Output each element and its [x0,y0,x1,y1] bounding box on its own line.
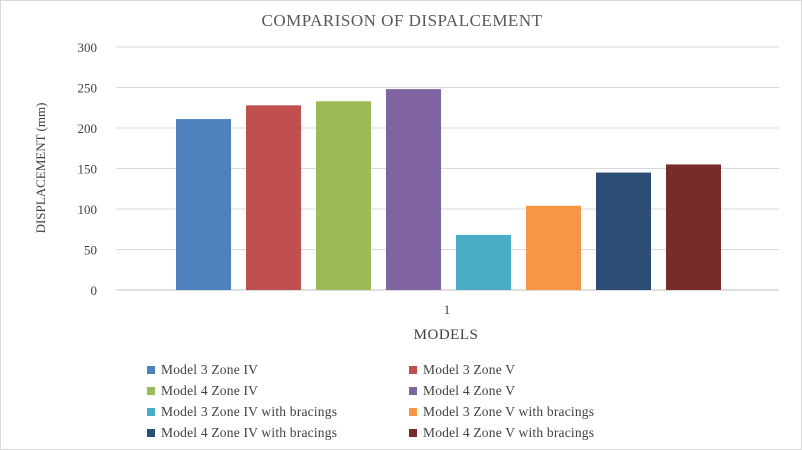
y-axis-label: DISPLACEMENT (mm) [33,103,48,234]
legend-label: Model 4 Zone IV [161,383,259,398]
legend-swatch [409,366,417,374]
legend-item: Model 4 Zone V with bracings [409,424,671,442]
legend-swatch [147,387,155,395]
legend-label: Model 4 Zone IV with bracings [161,425,338,440]
y-tick-label: 100 [78,202,98,217]
bar-series-7 [596,172,651,290]
legend-item: Model 4 Zone V [409,382,671,400]
legend-label: Model 3 Zone IV with bracings [161,404,338,419]
legend-item: Model 3 Zone IV with bracings [147,403,409,421]
legend-item: Model 3 Zone V [409,361,671,379]
legend-swatch [147,429,155,437]
chart-title: COMPARISON OF DISPALCEMENT [262,11,543,30]
y-tick-label: 300 [78,40,98,55]
bar-series-1 [176,119,231,290]
bar-series-5 [456,234,511,290]
bar-series-2 [246,105,301,290]
legend-swatch [147,408,155,416]
legend-label: Model 3 Zone V [423,362,516,377]
legend-label: Model 3 Zone V with bracings [423,404,595,419]
legend-swatch [409,387,417,395]
y-axis-ticks: 0 50 100 150 200 250 300 [78,40,98,298]
y-tick-label: 250 [78,81,98,96]
y-tick-label: 50 [84,243,97,258]
chart-legend: Model 3 Zone IV Model 3 Zone V Model 4 Zon… [147,361,671,442]
legend-label: Model 4 Zone V [423,383,516,398]
y-tick-label: 150 [78,162,98,177]
legend-swatch [409,429,417,437]
x-tick-label: 1 [444,302,451,317]
y-tick-label: 0 [91,283,98,298]
bar-series-8 [666,164,721,290]
legend-label: Model 4 Zone V with bracings [423,425,595,440]
bars [176,89,721,291]
bar-series-6 [526,205,581,290]
bar-series-4 [386,89,441,291]
legend-swatch [147,366,155,374]
legend-item: Model 3 Zone IV [147,361,409,379]
legend-label: Model 3 Zone IV [161,362,259,377]
legend-swatch [409,408,417,416]
legend-item: Model 4 Zone IV [147,382,409,400]
legend-item: Model 4 Zone IV with bracings [147,424,409,442]
x-axis-ticks: 1 [444,302,451,317]
bar-series-3 [316,101,371,291]
y-tick-label: 200 [78,121,98,136]
x-axis-label: MODELS [414,327,479,343]
legend-item: Model 3 Zone V with bracings [409,403,671,421]
